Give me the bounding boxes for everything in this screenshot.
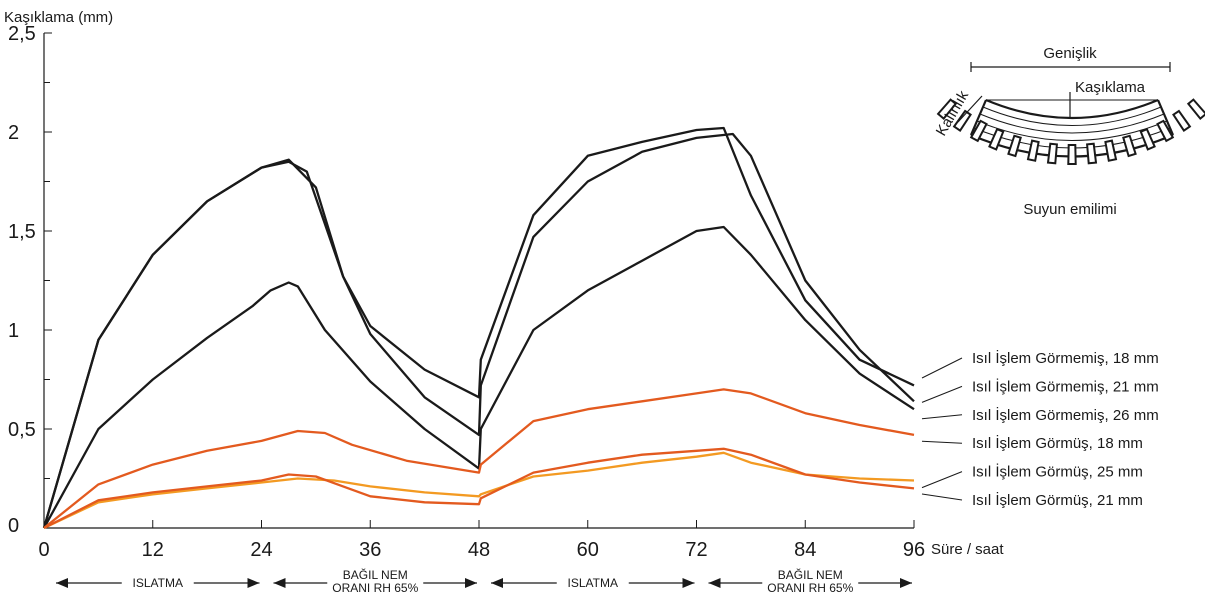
x-tick-label: 84 [794,539,816,561]
x-tick-label: 48 [468,539,490,561]
x-tick-label: 72 [685,539,707,561]
absorption-label: Suyun emilimi [1023,201,1116,218]
absorption-block [969,119,988,143]
absorption-block [1139,127,1156,151]
y-tick-label: 0 [8,515,19,537]
legend-leader-line [921,493,963,501]
absorption-block [1007,134,1022,158]
series-line [43,451,915,530]
y-tick-label: 2,5 [8,23,36,45]
phase-label: ISLATMA [133,576,183,590]
absorption-block [1104,139,1118,162]
legend-label: Isıl İşlem Görmüş, 25 mm [972,463,1143,481]
absorption-block [1186,98,1205,121]
y-tick-label: 1,5 [8,221,36,243]
phase-label: BAĞIL NEM [778,567,843,582]
legend-label: Isıl İşlem Görmemiş, 26 mm [972,406,1159,424]
y-tick-label: 0,5 [8,419,36,441]
phase-arrow-right-head [900,578,912,588]
phase-arrow-left-head [491,578,503,588]
series-line [42,225,915,529]
phase-arrow-right-head [682,578,695,588]
x-tick-label: 96 [903,539,925,561]
legend-label: Isıl İşlem Görmemiş, 18 mm [972,349,1159,367]
y-tick-label: 1 [8,320,19,342]
x-tick-label: 36 [359,539,381,561]
x-tick-label: 0 [38,539,49,561]
absorption-block [1086,142,1098,165]
cupping-diagram: Genişlik Kaşıklama Kalınlık Suyun emilim… [933,45,1205,218]
legend-label: Isıl İşlem Görmüş, 18 mm [972,434,1143,452]
absorption-block [1026,139,1040,162]
phase-label: ORANI RH 65% [332,581,418,595]
series-line [43,388,915,529]
legend-label: Isıl İşlem Görmüş, 21 mm [972,491,1143,509]
phase-label: ISLATMA [568,576,618,590]
absorption-block [988,127,1005,151]
phase-arrow-right-head [465,578,477,588]
legend-leader-line [921,471,963,489]
legend-leader-line [921,357,963,379]
absorption-block [1122,134,1137,158]
legend-leader-line [921,440,963,444]
cupping-label: Kaşıklama [1075,79,1146,96]
absorption-block [936,98,958,121]
phase-label: BAĞIL NEM [343,567,408,582]
absorption-block [1172,109,1192,132]
phase-arrow-left-head [56,578,68,588]
y-tick-label: 2 [8,122,19,144]
series-group [42,126,915,530]
axes: 0 0,5 1 1,5 2 2,5 0 12 24 36 48 60 72 84 96 [8,23,925,561]
absorption-block [1156,119,1175,143]
series-line [43,447,915,530]
x-tick-label: 60 [577,539,599,561]
legend-leader-line [921,385,963,403]
series-line [42,132,915,529]
absorption-block [1046,142,1058,165]
legend-leader-line [921,414,963,420]
phase-arrow-left-head [273,578,286,588]
phase-label: ORANI RH 65% [767,581,853,595]
phase-arrow-left-head [708,578,721,588]
absorption-block [952,109,972,132]
y-axis-title: Kaşıklama (mm) [4,9,113,26]
thickness-dimension-line [957,95,983,123]
phase-arrow-right-head [247,578,260,588]
x-tick-label: 12 [142,539,164,561]
legend-label: Isıl İşlem Görmemiş, 21 mm [972,377,1159,395]
legend: Isıl İşlem Görmemiş, 18 mm Isıl İşlem Gör… [921,349,1159,509]
water-absorption-blocks [936,98,1205,165]
absorption-block [1067,144,1077,165]
x-tick-label: 24 [250,539,272,561]
width-label: Genişlik [1043,45,1097,62]
x-axis-title: Süre / saat [931,541,1004,558]
